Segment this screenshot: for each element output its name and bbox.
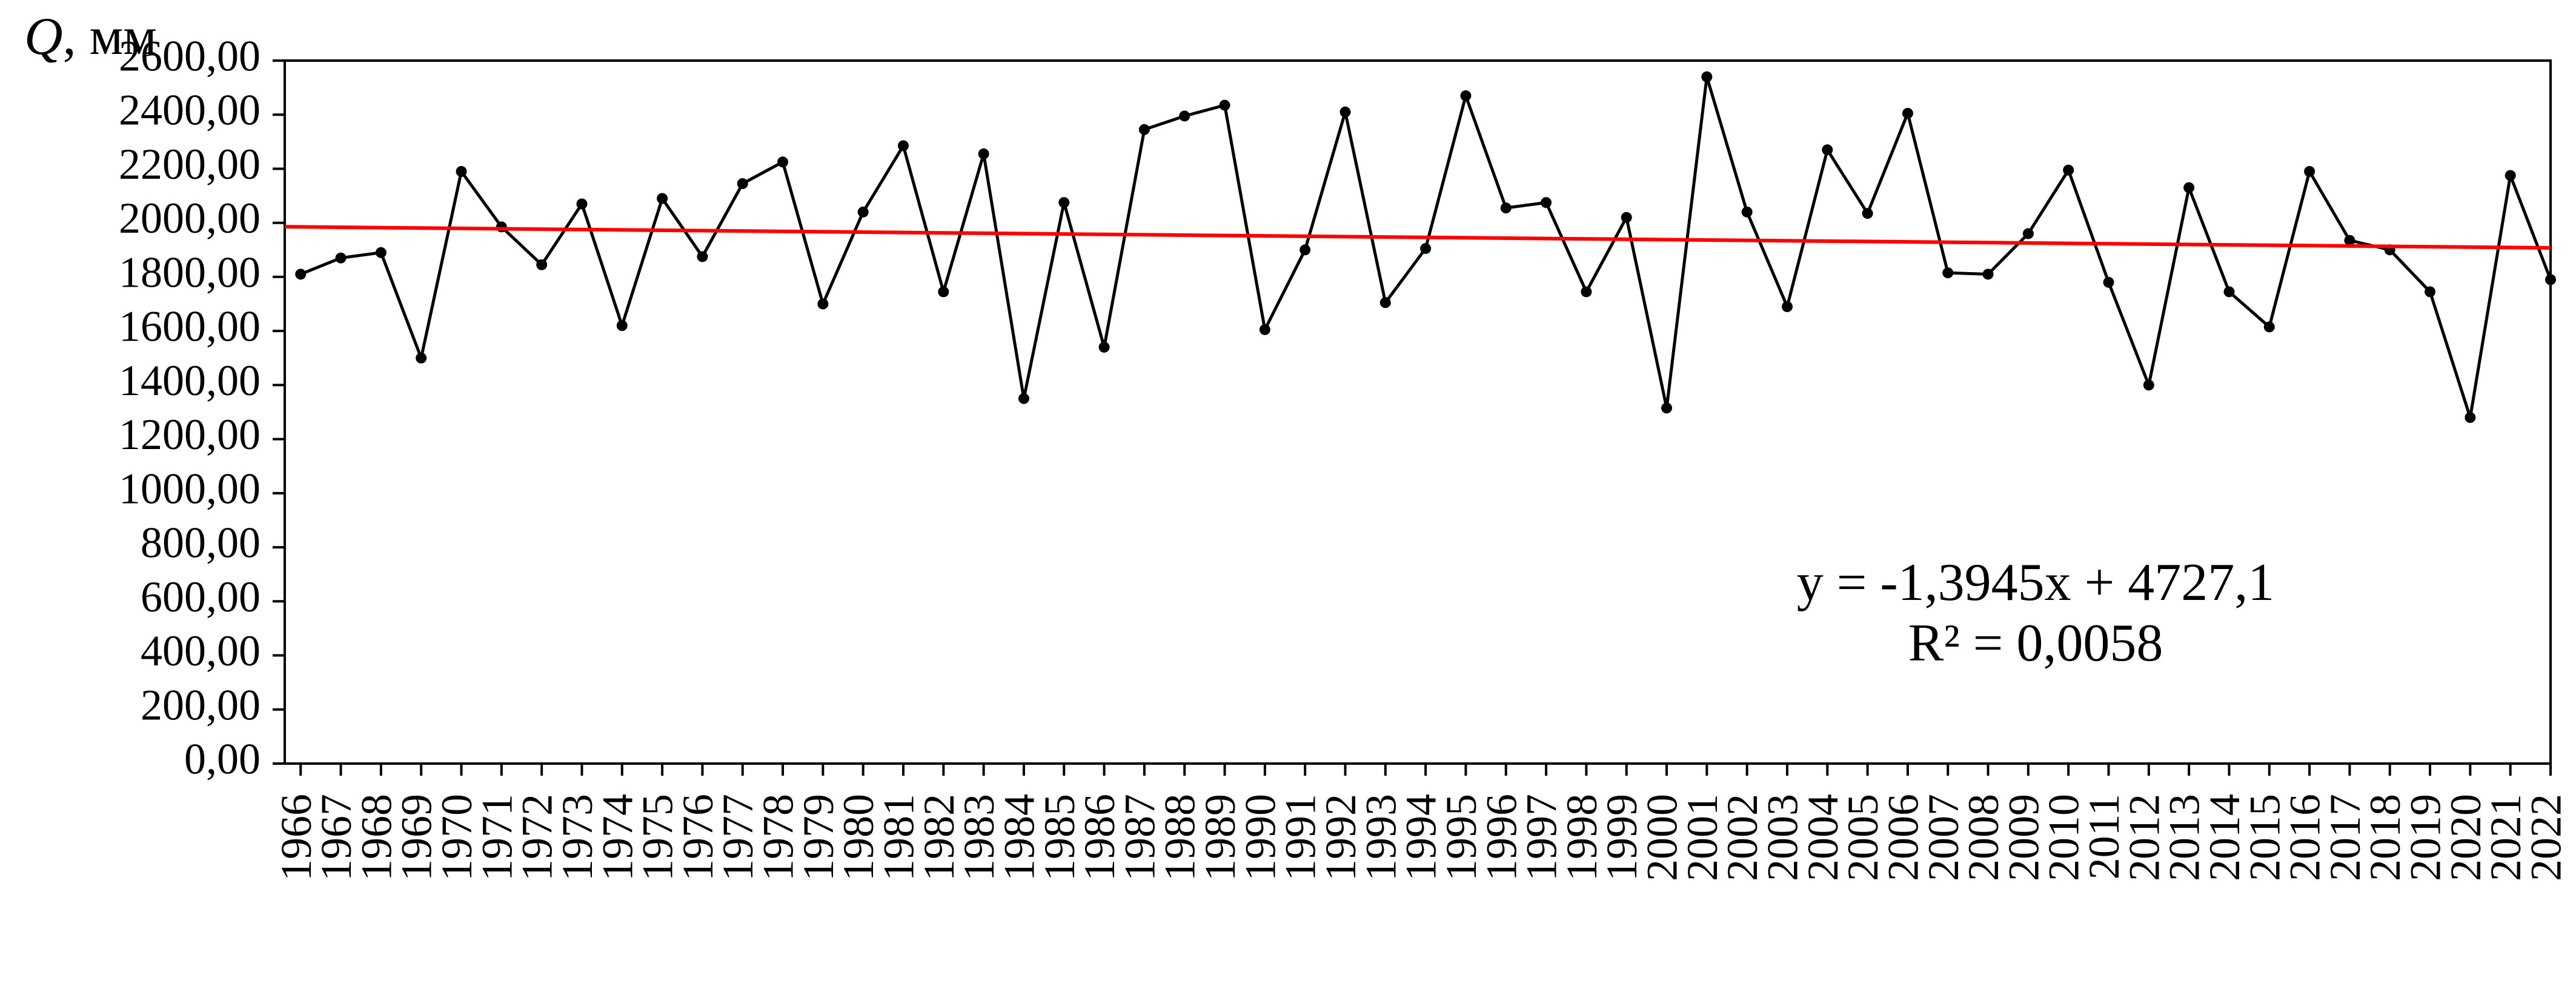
- data-marker: [1501, 202, 1512, 213]
- r-squared-text: R² = 0,0058: [1908, 614, 2163, 673]
- data-marker: [1460, 90, 1471, 101]
- data-marker: [1862, 208, 1873, 219]
- data-marker: [2505, 170, 2516, 181]
- data-marker: [496, 221, 507, 232]
- y-axis-title-symbol: Q: [24, 7, 63, 66]
- data-marker: [1782, 301, 1793, 312]
- data-marker: [2304, 166, 2315, 177]
- data-marker: [2063, 165, 2074, 176]
- plot-border: [285, 61, 2551, 764]
- y-tick-label: 1400,00: [119, 356, 261, 405]
- data-marker: [2223, 286, 2234, 297]
- equation-text: y = -1,3945x + 4727,1: [1797, 553, 2275, 612]
- data-marker: [295, 268, 306, 279]
- data-marker: [817, 299, 828, 310]
- data-marker: [898, 141, 909, 152]
- data-marker: [1661, 402, 1672, 413]
- y-tick-label: 800,00: [141, 519, 261, 567]
- y-axis-title-unit: , мм: [63, 7, 157, 66]
- data-marker: [1822, 144, 1833, 155]
- chart-svg: 0,00 200,00 400,00 600,00 800,00 1000,00 1200,…: [0, 0, 2576, 989]
- data-marker: [657, 193, 668, 204]
- y-tick-label: 1200,00: [119, 410, 261, 459]
- y-tick-label: 600,00: [141, 573, 261, 621]
- data-marker: [1139, 124, 1150, 135]
- data-marker: [2264, 321, 2275, 332]
- y-tick-label: 2400,00: [119, 86, 261, 135]
- data-marker: [1220, 100, 1230, 111]
- data-marker: [376, 247, 387, 258]
- y-tick-label: 2000,00: [119, 194, 261, 242]
- y-tick-label: 2200,00: [119, 140, 261, 188]
- y-axis-title: Q, мм: [24, 6, 157, 67]
- data-marker: [2545, 274, 2556, 285]
- data-marker: [1420, 243, 1431, 254]
- data-marker: [2023, 228, 2034, 239]
- data-marker: [858, 207, 869, 218]
- data-marker: [416, 353, 427, 364]
- data-marker: [2143, 379, 2154, 390]
- data-marker: [1621, 212, 1632, 223]
- data-marker: [1942, 267, 1953, 278]
- data-marker: [2425, 286, 2435, 297]
- data-marker: [697, 251, 708, 262]
- data-marker: [1099, 342, 1110, 353]
- data-marker: [1018, 393, 1029, 404]
- data-marker: [1701, 72, 1712, 82]
- data-marker: [1179, 110, 1190, 121]
- y-tick-label: 200,00: [141, 681, 261, 729]
- data-marker: [938, 286, 949, 297]
- data-marker: [1902, 108, 1913, 119]
- data-marker: [2183, 182, 2194, 193]
- data-marker: [617, 320, 628, 331]
- data-marker: [1581, 286, 1592, 297]
- data-marker: [536, 259, 547, 270]
- data-marker: [1300, 244, 1310, 255]
- data-marker: [1058, 197, 1069, 208]
- trend-line: [285, 227, 2551, 248]
- x-tick-label: 2022: [2522, 794, 2571, 881]
- data-marker: [777, 156, 788, 167]
- data-marker: [1742, 207, 1753, 218]
- data-marker: [336, 253, 347, 264]
- data-marker: [978, 148, 989, 159]
- y-tick-label: 0,00: [184, 735, 261, 784]
- y-tick-label: 400,00: [141, 627, 261, 675]
- data-marker: [2465, 412, 2475, 423]
- data-marker: [1380, 297, 1391, 308]
- data-marker: [1339, 107, 1350, 118]
- y-tick-label: 1000,00: [119, 464, 261, 513]
- data-marker: [1983, 268, 1994, 279]
- data-marker: [1260, 324, 1270, 335]
- chart-wrapper: { "canvas": { "width": 4252, "height": 1…: [0, 0, 2576, 989]
- data-marker: [1541, 197, 1552, 208]
- data-marker: [576, 198, 587, 209]
- data-marker: [456, 166, 467, 177]
- y-tick-label: 1600,00: [119, 302, 261, 351]
- y-tick-label: 1800,00: [119, 248, 261, 296]
- data-marker: [2103, 277, 2114, 288]
- data-marker: [737, 178, 748, 189]
